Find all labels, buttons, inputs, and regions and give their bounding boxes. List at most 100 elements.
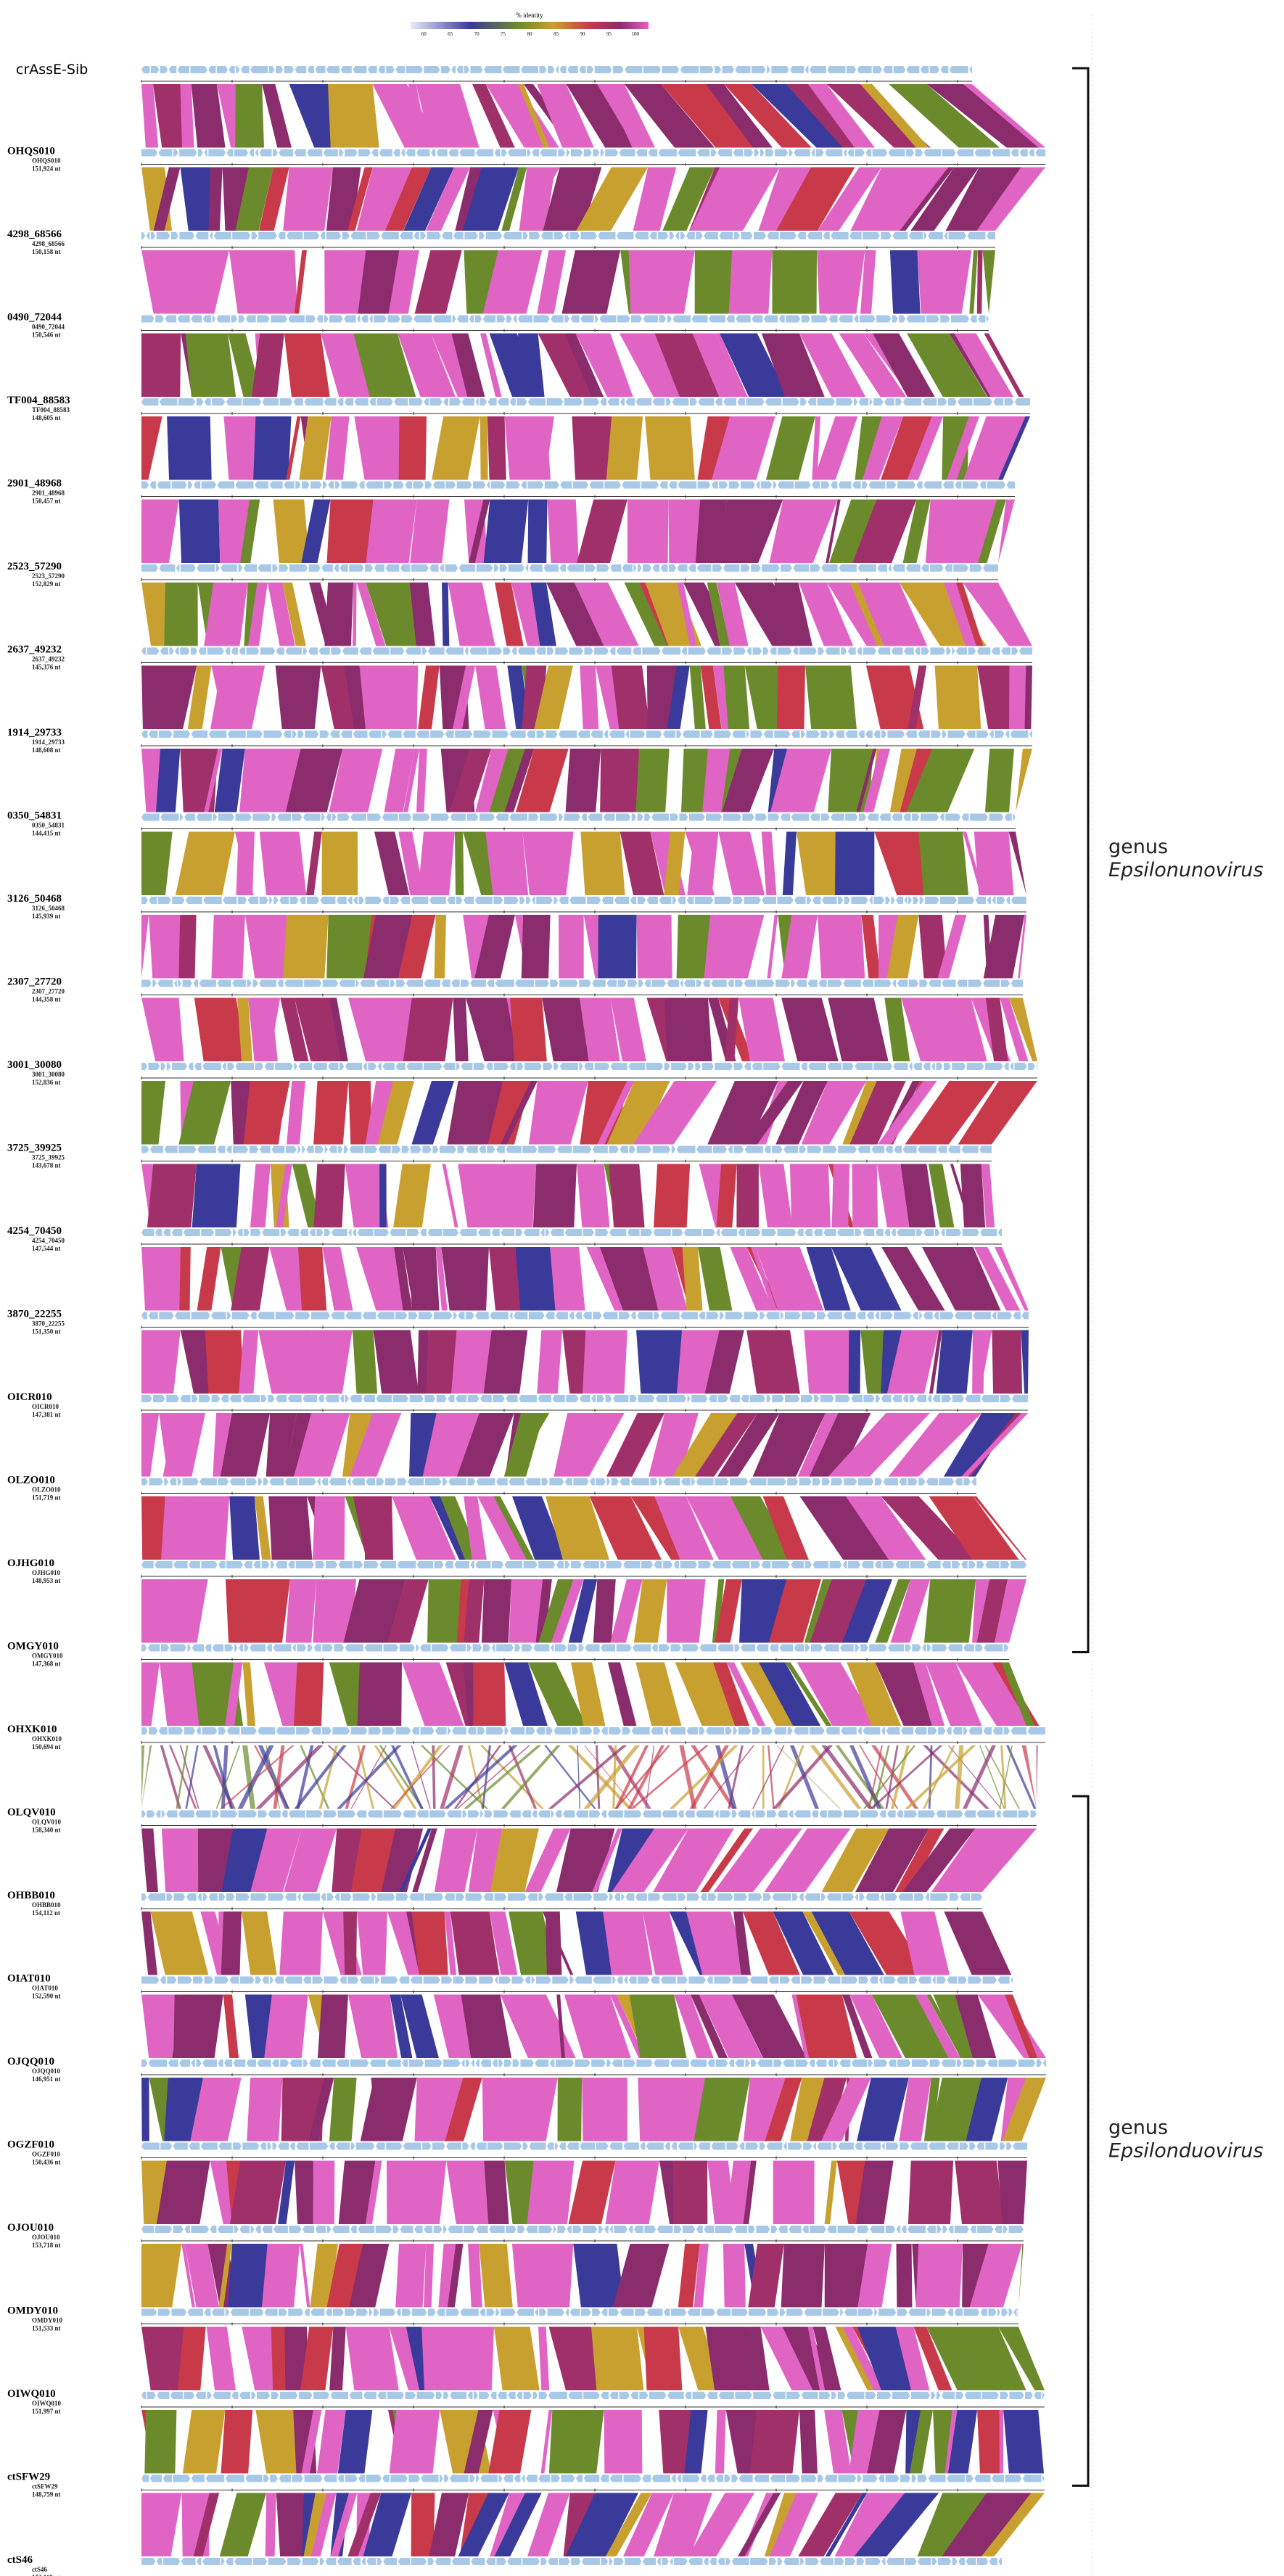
identity-ribbon (633, 1081, 717, 1145)
gene-arrow (249, 149, 255, 157)
gene-arrow (494, 1893, 507, 1901)
gene-arrow (932, 1644, 947, 1652)
identity-ribbon (635, 749, 670, 812)
clade-rank: genus (1108, 2116, 1168, 2139)
gene-arrow (1009, 2392, 1024, 2399)
gene-arrow (376, 398, 393, 406)
gene-arrow (831, 232, 849, 239)
identity-ribbon (598, 915, 637, 979)
gene-arrow (376, 1312, 395, 1320)
gene-arrow (942, 979, 956, 987)
gene-arrow (514, 2474, 521, 2482)
identity-ribbon (762, 1496, 809, 1560)
gene-arrow (917, 2474, 927, 2482)
identity-ribbon (923, 1579, 976, 1643)
gene-arrow (319, 2558, 324, 2565)
gene-arrow (548, 2558, 558, 2565)
gene-arrow (924, 897, 939, 904)
gene-arrow (723, 813, 741, 821)
gene-arrow (766, 2142, 783, 2150)
genome-sublabel: OICR010 (32, 1403, 59, 1410)
gene-arrow (818, 2474, 824, 2482)
identity-ribbon (538, 1579, 574, 1643)
genome-sublabel: OIWQ010 (32, 2400, 62, 2407)
gene-arrow (808, 1063, 826, 1070)
identity-ribbon (544, 1745, 597, 1809)
gene-arrow (786, 2392, 801, 2399)
gene-arrow (997, 1312, 1013, 1320)
genome-name: 3126_50468 (7, 893, 62, 905)
gene-arrow (351, 1478, 365, 1486)
identity-ribbon (321, 333, 374, 397)
identity-ribbon (1001, 1662, 1035, 1726)
identity-ribbon (253, 416, 292, 480)
gene-arrow (446, 2308, 460, 2316)
gene-arrow (601, 1810, 607, 1818)
identity-ribbon (962, 1745, 996, 1809)
gene-arrow (141, 2474, 149, 2482)
gene-arrow (325, 1395, 339, 1402)
identity-ribbon (854, 2493, 939, 2556)
gene-arrow (232, 1229, 236, 1236)
gene-arrow (207, 647, 224, 655)
gene-arrow (826, 1727, 840, 1735)
gene-arrow (257, 2059, 271, 2067)
gene-arrow (1014, 1063, 1027, 1070)
gene-arrow (802, 1312, 816, 1320)
gene-arrow (400, 897, 411, 904)
identity-ribbon (918, 831, 969, 895)
gene-arrow (947, 2308, 953, 2316)
identity-ribbon (481, 1579, 512, 1643)
gene-arrow (155, 1810, 161, 1818)
identity-ribbon (546, 1496, 609, 1560)
identity-ribbon (141, 2078, 149, 2141)
identity-ribbon (654, 2493, 713, 2556)
gene-arrow (1000, 2142, 1005, 2150)
identity-ribbon (905, 1081, 996, 1145)
gene-arrow (949, 1893, 959, 1901)
identity-ribbon (959, 499, 997, 563)
gene-arrow (857, 1312, 866, 1320)
gene-arrow (403, 1810, 416, 1818)
gene-arrow (543, 1063, 553, 1070)
identity-ribbon (364, 1496, 394, 1560)
identity-ribbon (244, 665, 266, 729)
identity-ribbon (519, 167, 556, 231)
gene-arrow (427, 2308, 436, 2316)
gene-arrow (307, 149, 323, 157)
identity-ribbon (706, 84, 773, 148)
genome-length: 146,951 nt (32, 2075, 61, 2083)
gene-arrow (733, 149, 744, 157)
gene-arrow (863, 1395, 875, 1402)
gene-arrow (627, 979, 638, 987)
gene-arrow (811, 315, 828, 323)
gene-arrow (252, 979, 258, 987)
gene-arrow (260, 647, 276, 655)
identity-ribbon (283, 167, 334, 231)
gene-arrow (292, 813, 303, 821)
gene-arrow (732, 731, 746, 738)
gene-arrow (707, 647, 721, 655)
gene-arrow (928, 2474, 946, 2482)
gene-arrow (353, 66, 367, 73)
gene-arrow (354, 398, 369, 406)
gene-arrow (908, 1478, 918, 1486)
gene-arrow (148, 1312, 158, 1320)
genome-name: OJOU010 (7, 2222, 54, 2234)
gene-arrow (820, 1395, 834, 1402)
gene-arrow (250, 1644, 266, 1652)
identity-ribbon (328, 84, 379, 148)
gene-arrow (849, 232, 862, 239)
gene-arrow (141, 1727, 148, 1735)
gene-arrow (646, 2142, 664, 2150)
gene-arrow (521, 2474, 525, 2482)
gene-arrow (507, 1893, 527, 1901)
gene-arrow (475, 1561, 491, 1568)
gene-arrow (535, 2308, 538, 2316)
gene-arrow (363, 2392, 376, 2399)
gene-arrow (660, 1312, 680, 1320)
gene-arrow (466, 1644, 472, 1652)
identity-ribbon (141, 1745, 145, 1809)
gene-arrow (791, 1893, 799, 1901)
gene-arrow (177, 1976, 192, 1984)
